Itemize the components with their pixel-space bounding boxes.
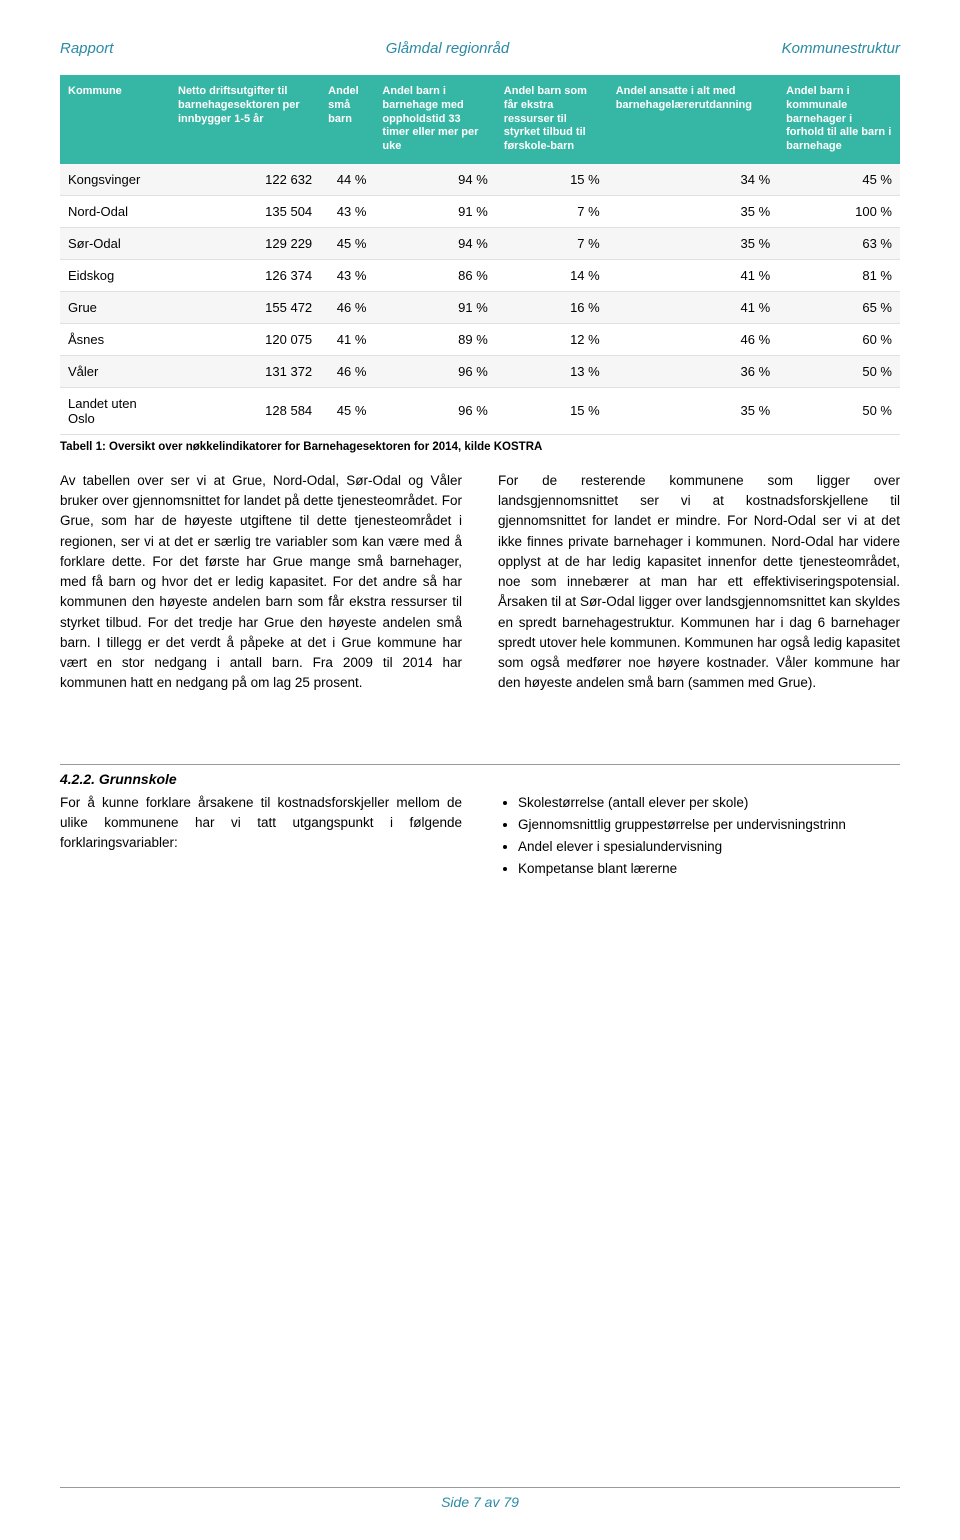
- table-cell: 16 %: [496, 291, 608, 323]
- table-cell: 44 %: [320, 164, 374, 196]
- table-cell: Våler: [60, 355, 170, 387]
- section-grunnskole: 4.2.2. Grunnskole For å kunne forklare å…: [60, 764, 900, 882]
- col-6: Andel barn i kommunale barnehager i forh…: [778, 75, 900, 164]
- para-left: Av tabellen over ser vi at Grue, Nord-Od…: [60, 471, 462, 694]
- table-cell: Kongsvinger: [60, 164, 170, 196]
- table-cell: 91 %: [374, 291, 495, 323]
- table-row: Nord-Odal135 50443 %91 %7 %35 %100 %: [60, 195, 900, 227]
- table-cell: 96 %: [374, 355, 495, 387]
- table-row: Sør-Odal129 22945 %94 %7 %35 %63 %: [60, 227, 900, 259]
- table-cell: 94 %: [374, 227, 495, 259]
- table-cell: Sør-Odal: [60, 227, 170, 259]
- table-cell: 155 472: [170, 291, 320, 323]
- table-cell: 135 504: [170, 195, 320, 227]
- table-cell: 50 %: [778, 355, 900, 387]
- table-cell: Nord-Odal: [60, 195, 170, 227]
- section-bullets: Skolestørrelse (antall elever per skole)…: [498, 793, 900, 880]
- table-cell: 128 584: [170, 387, 320, 434]
- table-cell: 36 %: [608, 355, 778, 387]
- table-cell: Eidskog: [60, 259, 170, 291]
- list-item: Andel elever i spesialundervisning: [518, 837, 900, 857]
- table-cell: 13 %: [496, 355, 608, 387]
- header-center: Glåmdal regionråd: [386, 40, 509, 57]
- table-cell: 63 %: [778, 227, 900, 259]
- col-0: Kommune: [60, 75, 170, 164]
- table-cell: 34 %: [608, 164, 778, 196]
- table-cell: 126 374: [170, 259, 320, 291]
- table-cell: 45 %: [320, 227, 374, 259]
- table-cell: 129 229: [170, 227, 320, 259]
- table-cell: 12 %: [496, 323, 608, 355]
- table-header-row: Kommune Netto driftsutgifter til barneha…: [60, 75, 900, 164]
- table-row: Landet uten Oslo128 58445 %96 %15 %35 %5…: [60, 387, 900, 434]
- table-row: Kongsvinger122 63244 %94 %15 %34 %45 %: [60, 164, 900, 196]
- table-cell: Åsnes: [60, 323, 170, 355]
- para-right: For de resterende kommunene som ligger o…: [498, 471, 900, 694]
- table-cell: 43 %: [320, 259, 374, 291]
- table-cell: 41 %: [608, 291, 778, 323]
- page-footer: Side 7 av 79: [60, 1487, 900, 1510]
- col-1: Netto driftsutgifter til barnehagesektor…: [170, 75, 320, 164]
- table-cell: 35 %: [608, 227, 778, 259]
- indicators-table: Kommune Netto driftsutgifter til barneha…: [60, 75, 900, 435]
- table-cell: 45 %: [320, 387, 374, 434]
- body-text: Av tabellen over ser vi at Grue, Nord-Od…: [60, 471, 900, 694]
- table-caption: Tabell 1: Oversikt over nøkkelindikatore…: [60, 441, 900, 453]
- table-row: Våler131 37246 %96 %13 %36 %50 %: [60, 355, 900, 387]
- col-5: Andel ansatte i alt med barnehagelærerut…: [608, 75, 778, 164]
- table-cell: Grue: [60, 291, 170, 323]
- table-cell: 43 %: [320, 195, 374, 227]
- table-cell: 89 %: [374, 323, 495, 355]
- col-4: Andel barn som får ekstra ressurser til …: [496, 75, 608, 164]
- table-cell: 45 %: [778, 164, 900, 196]
- table-cell: 81 %: [778, 259, 900, 291]
- col-2: Andel små barn: [320, 75, 374, 164]
- list-item: Skolestørrelse (antall elever per skole): [518, 793, 900, 813]
- table-cell: 91 %: [374, 195, 495, 227]
- header-left: Rapport: [60, 40, 113, 57]
- table-cell: 35 %: [608, 387, 778, 434]
- table-cell: 100 %: [778, 195, 900, 227]
- table-cell: 131 372: [170, 355, 320, 387]
- table-cell: 46 %: [608, 323, 778, 355]
- table-cell: 50 %: [778, 387, 900, 434]
- section-heading: 4.2.2. Grunnskole: [60, 771, 900, 787]
- table-cell: 35 %: [608, 195, 778, 227]
- table-cell: 94 %: [374, 164, 495, 196]
- table-cell: 46 %: [320, 355, 374, 387]
- table-row: Åsnes120 07541 %89 %12 %46 %60 %: [60, 323, 900, 355]
- table-cell: 120 075: [170, 323, 320, 355]
- table-cell: Landet uten Oslo: [60, 387, 170, 434]
- table-cell: 86 %: [374, 259, 495, 291]
- list-item: Kompetanse blant lærerne: [518, 859, 900, 879]
- section-left-text: For å kunne forklare årsakene til kostna…: [60, 793, 462, 882]
- table-row: Grue155 47246 %91 %16 %41 %65 %: [60, 291, 900, 323]
- table-cell: 96 %: [374, 387, 495, 434]
- table-cell: 41 %: [320, 323, 374, 355]
- page-header: Rapport Glåmdal regionråd Kommunestruktu…: [60, 40, 900, 57]
- table-cell: 7 %: [496, 195, 608, 227]
- table-cell: 7 %: [496, 227, 608, 259]
- table-cell: 41 %: [608, 259, 778, 291]
- table-cell: 122 632: [170, 164, 320, 196]
- header-right: Kommunestruktur: [782, 40, 900, 57]
- table-cell: 15 %: [496, 387, 608, 434]
- table-cell: 65 %: [778, 291, 900, 323]
- table-row: Eidskog126 37443 %86 %14 %41 %81 %: [60, 259, 900, 291]
- list-item: Gjennomsnittlig gruppestørrelse per unde…: [518, 815, 900, 835]
- table-cell: 14 %: [496, 259, 608, 291]
- col-3: Andel barn i barnehage med oppholdstid 3…: [374, 75, 495, 164]
- table-cell: 46 %: [320, 291, 374, 323]
- table-cell: 15 %: [496, 164, 608, 196]
- table-cell: 60 %: [778, 323, 900, 355]
